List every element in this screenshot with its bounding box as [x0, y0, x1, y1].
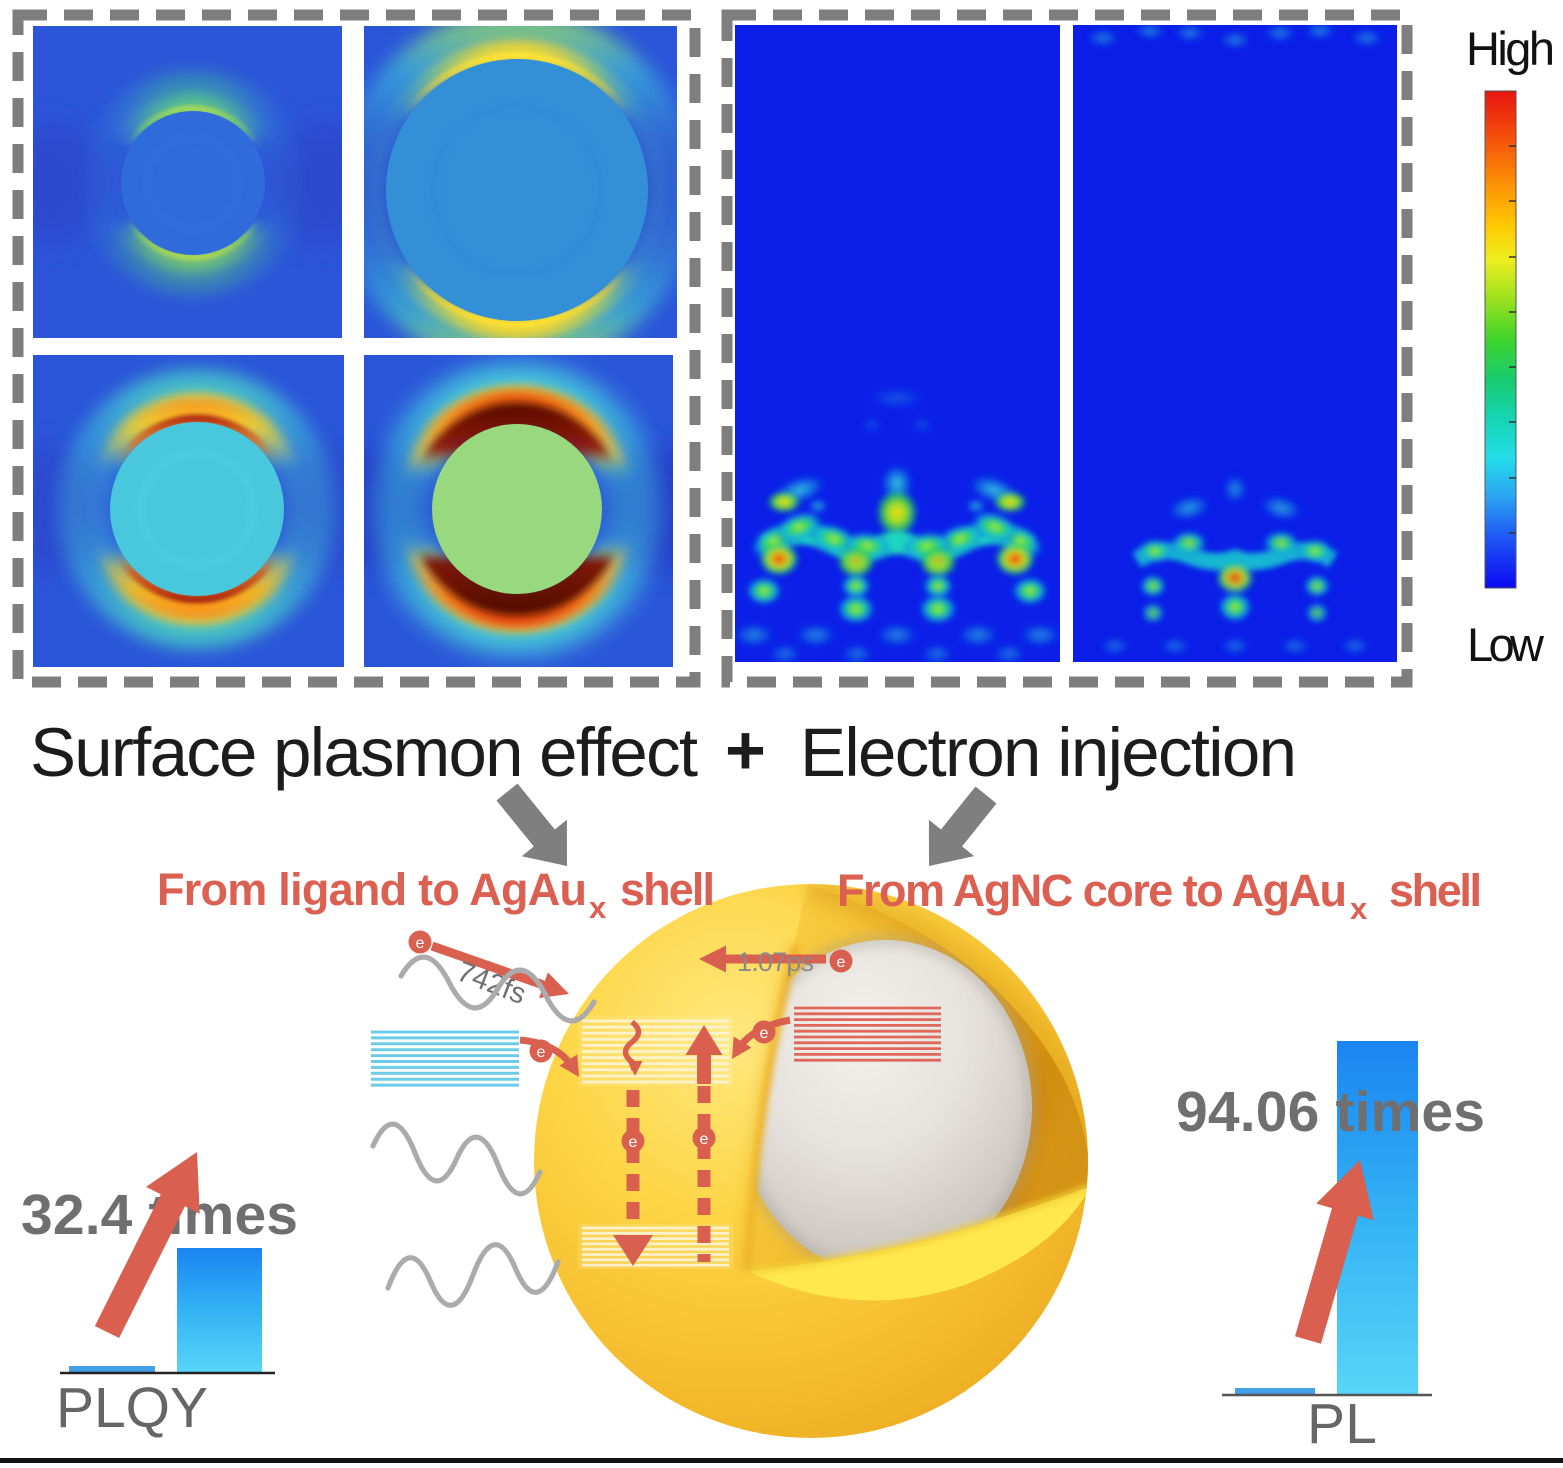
svg-text:e: e — [416, 935, 425, 952]
svg-text:x: x — [1350, 891, 1368, 926]
svg-text:e: e — [837, 954, 846, 971]
svg-text:Low: Low — [1467, 618, 1545, 671]
svg-text:e: e — [629, 1134, 638, 1151]
svg-text:Surface plasmon effect: Surface plasmon effect — [30, 714, 698, 791]
svg-text:From AgNC core to AgAu: From AgNC core to AgAu — [837, 865, 1347, 916]
svg-text:High: High — [1466, 22, 1555, 75]
svg-text:e: e — [760, 1025, 769, 1042]
svg-text:x: x — [589, 890, 607, 925]
svg-text:94.06 times: 94.06 times — [1176, 1080, 1485, 1144]
svg-text:shell: shell — [620, 864, 715, 915]
svg-text:PL: PL — [1307, 1392, 1377, 1456]
svg-text:e: e — [537, 1044, 546, 1061]
svg-text:1.07ps: 1.07ps — [737, 947, 814, 977]
svg-text:e: e — [700, 1131, 709, 1148]
svg-text:+: + — [725, 711, 766, 789]
svg-text:From ligand to AgAu: From ligand to AgAu — [157, 864, 587, 915]
svg-text:Electron injection: Electron injection — [800, 714, 1297, 791]
svg-text:PLQY: PLQY — [56, 1376, 208, 1440]
svg-text:shell: shell — [1389, 865, 1482, 916]
